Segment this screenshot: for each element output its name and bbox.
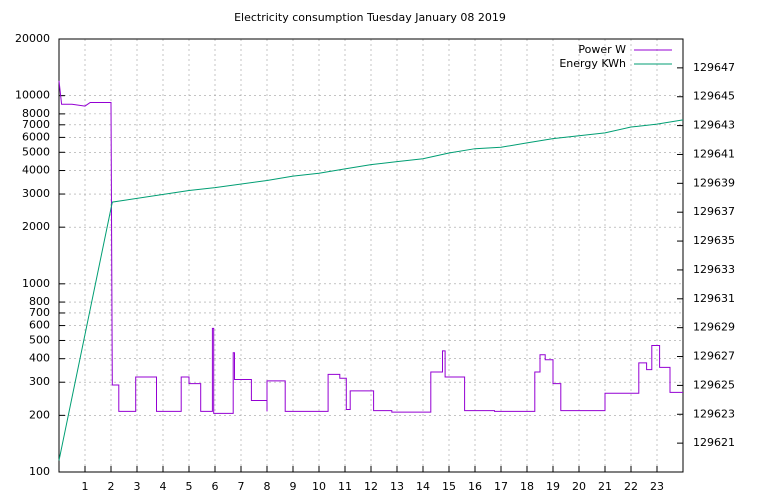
- y-tick-label: 300: [29, 375, 50, 388]
- y2-tick-label: 129639: [693, 176, 735, 189]
- x-tick-label: 4: [160, 480, 167, 493]
- y-tick-label: 200: [29, 408, 50, 421]
- y-tick-label: 700: [29, 306, 50, 319]
- y2-tick-label: 129641: [693, 147, 735, 160]
- x-tick-label: 18: [520, 480, 534, 493]
- y-tick-label: 2000: [22, 220, 50, 233]
- y-tick-label: 7000: [22, 118, 50, 131]
- x-tick-label: 21: [598, 480, 612, 493]
- y-tick-label: 5000: [22, 145, 50, 158]
- x-tick-label: 8: [264, 480, 271, 493]
- y-tick-label: 6000: [22, 130, 50, 143]
- x-tick-label: 2: [108, 480, 115, 493]
- y-tick-label: 4000: [22, 164, 50, 177]
- x-tick-label: 20: [572, 480, 586, 493]
- y2-tick-label: 129629: [693, 321, 735, 334]
- x-tick-label: 19: [546, 480, 560, 493]
- y2-tick-label: 129635: [693, 234, 735, 247]
- x-tick-label: 13: [390, 480, 404, 493]
- y2-tick-label: 129633: [693, 263, 735, 276]
- x-tick-label: 3: [134, 480, 141, 493]
- chart-title: Electricity consumption Tuesday January …: [234, 11, 506, 24]
- x-tick-label: 17: [494, 480, 508, 493]
- x-tick-label: 7: [238, 480, 245, 493]
- y-tick-label: 100: [29, 465, 50, 478]
- y2-tick-label: 129637: [693, 205, 735, 218]
- x-tick-label: 16: [468, 480, 482, 493]
- y2-tick-label: 129647: [693, 61, 735, 74]
- x-tick-label: 6: [212, 480, 219, 493]
- y2-tick-label: 129645: [693, 90, 735, 103]
- y-tick-label: 3000: [22, 187, 50, 200]
- y-tick-label: 500: [29, 333, 50, 346]
- y2-tick-label: 129631: [693, 292, 735, 305]
- y2-tick-label: 129623: [693, 407, 735, 420]
- series-line: [58, 80, 683, 414]
- x-tick-label: 11: [338, 480, 352, 493]
- legend-label: Power W: [578, 43, 626, 56]
- x-tick-label: 14: [416, 480, 430, 493]
- x-tick-label: 23: [650, 480, 664, 493]
- y2-tick-label: 129625: [693, 378, 735, 391]
- y-tick-label: 400: [29, 352, 50, 365]
- y2-tick-label: 129643: [693, 119, 735, 132]
- x-tick-label: 10: [312, 480, 326, 493]
- y-tick-label: 20000: [15, 32, 50, 45]
- x-tick-label: 1: [82, 480, 89, 493]
- y2-tick-label: 129621: [693, 436, 735, 449]
- x-tick-label: 5: [186, 480, 193, 493]
- x-tick-label: 22: [624, 480, 638, 493]
- x-tick-label: 9: [290, 480, 297, 493]
- y-tick-label: 1000: [22, 277, 50, 290]
- x-tick-label: 12: [364, 480, 378, 493]
- series-line: [58, 119, 684, 461]
- y2-tick-label: 129627: [693, 350, 735, 363]
- y-tick-label: 600: [29, 319, 50, 332]
- y-tick-label: 8000: [22, 107, 50, 120]
- x-tick-label: 15: [442, 480, 456, 493]
- y-tick-label: 800: [29, 295, 50, 308]
- legend-label: Energy KWh: [559, 57, 626, 70]
- plot-frame: [58, 38, 684, 473]
- y-tick-label: 10000: [15, 89, 50, 102]
